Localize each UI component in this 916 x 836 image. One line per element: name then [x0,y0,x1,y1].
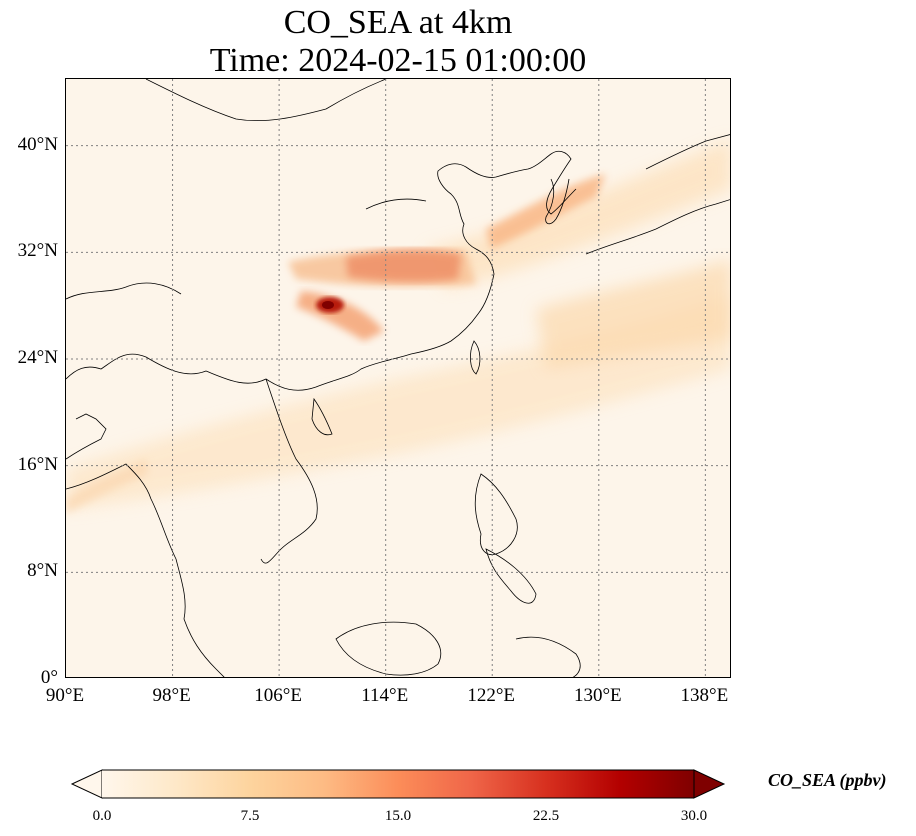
map-title: CO_SEA at 4km [283,4,513,41]
y-tick-label: 24°N [17,347,58,368]
x-tick-label: 138°E [680,685,729,706]
colorbar-under-arrow [70,769,103,799]
coastlines [66,79,730,677]
concentration-field [66,139,730,514]
x-tick-label: 98°E [152,685,191,706]
y-tick-label: 8°N [27,560,58,581]
colorbar [70,769,726,799]
x-tick-label: 122°E [467,685,516,706]
colorbar-bar [102,770,694,798]
colorbar-label: CO_SEA (ppbv) [768,770,887,790]
x-tick-label: 106°E [254,685,302,706]
y-tick-label: 16°N [17,454,58,475]
colorbar-tick-label: 30.0 [680,808,708,824]
map-canvas [66,79,730,677]
x-tick-label: 114°E [361,685,409,706]
gridlines [66,79,730,677]
y-tick-label: 0° [40,667,58,688]
colorbar-tick-label: 15.0 [384,808,412,824]
x-tick-label: 130°E [573,685,622,706]
x-tick-label: 90°E [45,685,85,706]
y-tick-label: 40°N [17,134,58,155]
map-time-subtitle: Time: 2024-02-15 01:00:00 [209,42,587,79]
colorbar-over-arrow [693,769,726,799]
colorbar-tick-label: 0.0 [92,808,112,824]
map-panel [65,78,731,678]
y-tick-label: 32°N [17,240,58,261]
colorbar-tick-label: 7.5 [240,808,260,824]
colorbar-tick-label: 22.5 [532,808,560,824]
